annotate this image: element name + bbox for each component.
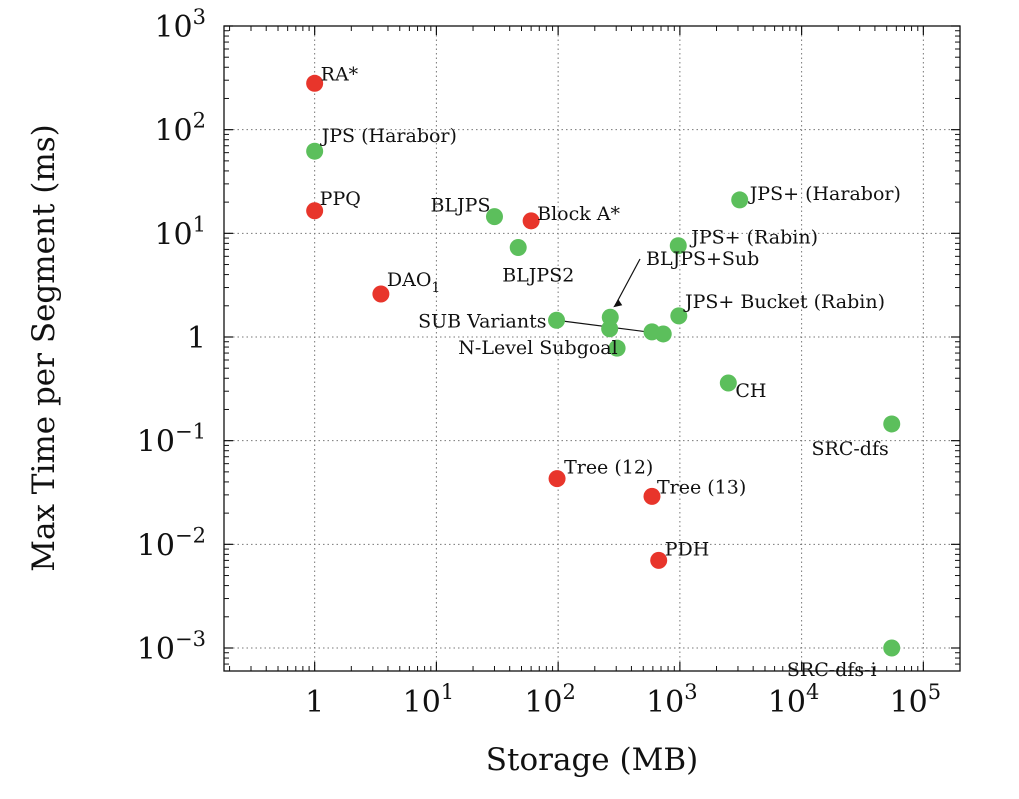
data-point xyxy=(654,325,672,343)
x-tick-label: 104 xyxy=(768,680,820,720)
x-tick-label: 105 xyxy=(890,680,942,720)
data-point-ra xyxy=(306,74,324,92)
point-label: Block A* xyxy=(537,203,620,225)
data-point-src-dfs xyxy=(883,415,901,433)
point-label: JPS+ (Harabor) xyxy=(748,183,901,205)
data-point-pdh xyxy=(650,551,668,569)
data-point-block-a xyxy=(522,212,540,230)
point-label: SRC-dfs-i xyxy=(787,659,877,681)
data-point-ch xyxy=(719,374,737,392)
point-label: CH xyxy=(735,380,766,402)
point-label: BLJPS xyxy=(430,195,490,217)
point-label: PDH xyxy=(665,538,710,560)
plot-frame xyxy=(223,25,961,672)
point-label: RA* xyxy=(321,63,359,85)
point-label: JPS+ (Rabin) xyxy=(689,227,818,249)
point-label: Tree (12) xyxy=(564,457,653,479)
y-tick-label: 103 xyxy=(154,5,206,45)
annotation-arrow-line xyxy=(614,258,641,306)
point-label: Tree (13) xyxy=(657,476,746,498)
x-axis-title: Storage (MB) xyxy=(486,742,698,778)
point-label: PPQ xyxy=(320,188,361,210)
data-point-dao1 xyxy=(372,285,390,303)
data-point-tree-12 xyxy=(548,470,566,488)
data-point-src-dfs-i xyxy=(883,639,901,657)
x-tick-label: 102 xyxy=(524,680,576,720)
y-tick-label: 10−2 xyxy=(137,523,206,563)
point-label: DAO1 xyxy=(387,269,440,296)
data-point-ppq xyxy=(306,202,324,220)
point-label: JPS (Harabor) xyxy=(320,125,457,147)
data-point-tree-13 xyxy=(643,487,661,505)
data-point xyxy=(601,320,619,338)
annotation-sub-variants: SUB Variants xyxy=(418,310,546,332)
annotation-n-level-subgoal: N-Level Subgoal xyxy=(458,337,617,359)
point-label: BLJPS2 xyxy=(502,265,574,287)
y-tick-label: 1 xyxy=(187,321,206,356)
data-point xyxy=(670,307,688,325)
x-tick-label: 101 xyxy=(403,680,455,720)
data-point-jps-rabin xyxy=(669,237,687,255)
tick-layer: 1 101 102 103 104 105 10−3 10−2 10−1 1 101 102 103 xyxy=(137,5,961,720)
x-tick-label: 1 xyxy=(305,685,324,720)
data-point-jps-harabor xyxy=(731,191,749,209)
y-tick-label: 101 xyxy=(154,212,206,252)
y-tick-label: 102 xyxy=(154,109,206,149)
annotation-arrowhead xyxy=(613,299,623,308)
label-layer: RA* JPS (Harabor) PPQ BLJPS Block A* BLJPS2 JP… xyxy=(320,63,901,681)
point-label: SRC-dfs xyxy=(812,438,889,460)
annotation-bljps-sub: BLJPS+Sub xyxy=(646,248,759,270)
data-point xyxy=(608,339,626,357)
data-point-jps-harabor xyxy=(306,142,324,160)
y-tick-label: 10−1 xyxy=(137,420,206,460)
y-tick-label: 10−3 xyxy=(137,627,206,667)
annotation-jps-bucket: JPS+ Bucket (Rabin) xyxy=(683,291,885,313)
data-point xyxy=(548,311,566,329)
data-point-bljps xyxy=(485,208,503,226)
y-axis-title: Max Time per Segment (ms) xyxy=(26,124,62,572)
x-tick-label: 103 xyxy=(646,680,698,720)
data-point-bljps2 xyxy=(509,239,527,257)
point-layer xyxy=(306,74,901,657)
